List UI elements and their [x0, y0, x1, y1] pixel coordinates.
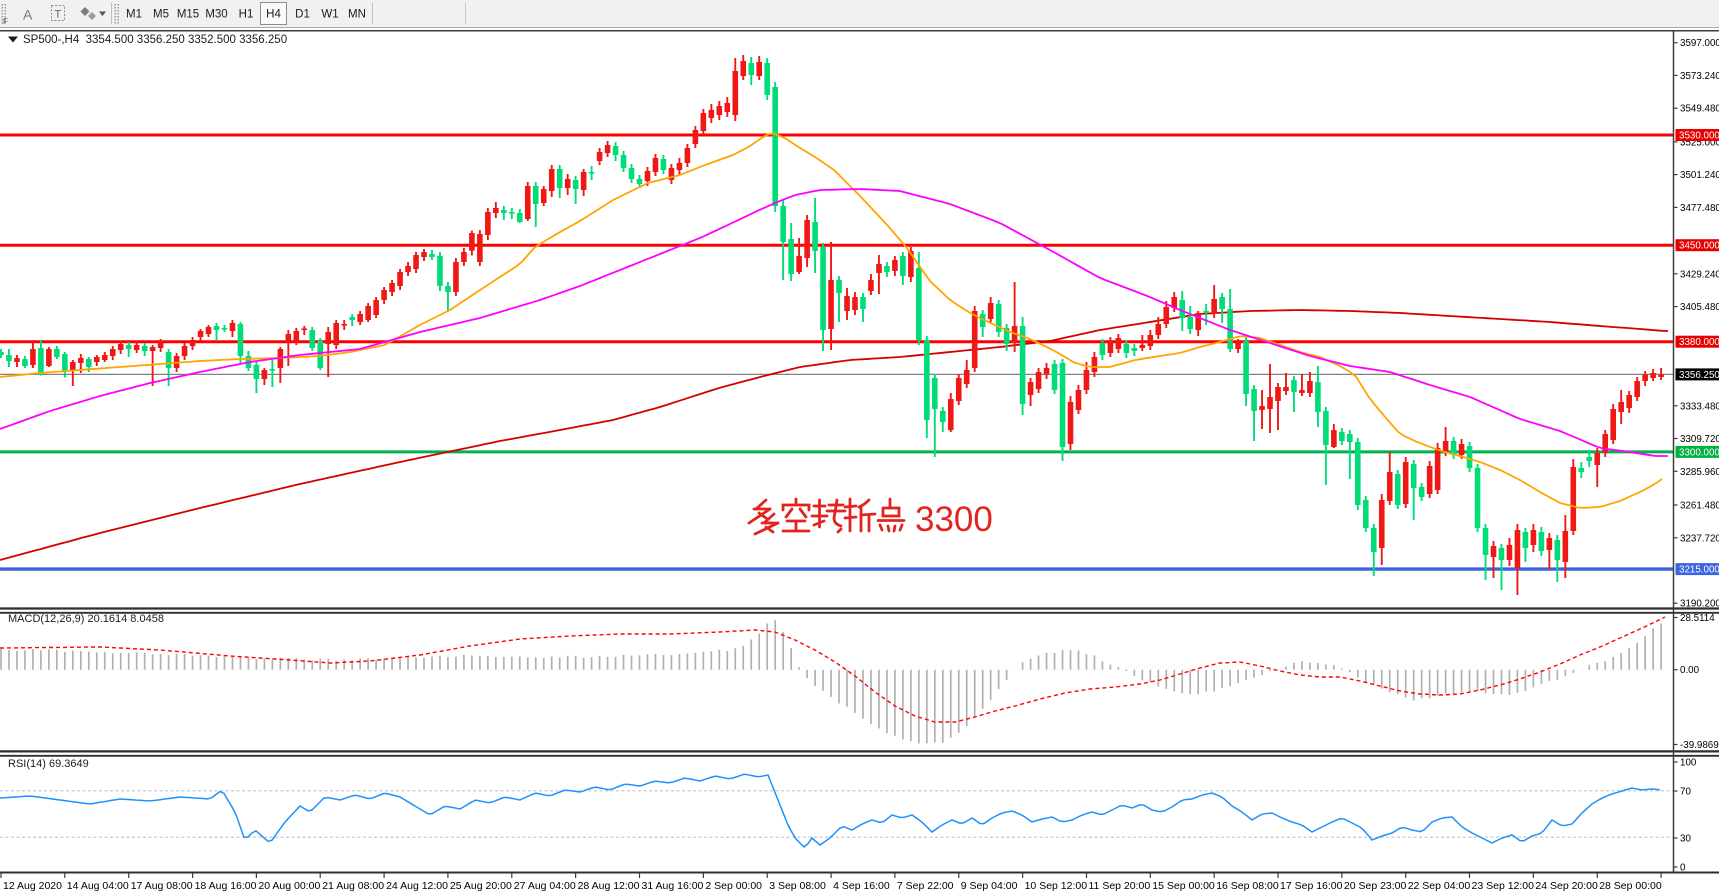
svg-text:3501.240: 3501.240 — [1680, 170, 1719, 181]
svg-text:0.00: 0.00 — [1680, 665, 1700, 676]
svg-text:3300.000: 3300.000 — [1679, 447, 1719, 458]
svg-text:3190.200: 3190.200 — [1680, 599, 1719, 610]
svg-text:18 Aug 16:00: 18 Aug 16:00 — [195, 880, 257, 892]
svg-text:15 Sep 00:00: 15 Sep 00:00 — [1152, 880, 1215, 892]
svg-text:H4: H4 — [266, 9, 281, 21]
svg-text:12 Aug 2020: 12 Aug 2020 — [3, 880, 62, 892]
svg-text:22 Sep 04:00: 22 Sep 04:00 — [1408, 880, 1471, 892]
svg-text:3300: 3300 — [915, 500, 993, 539]
svg-text:MN: MN — [348, 9, 366, 21]
svg-text:RSI(14) 69.3649: RSI(14) 69.3649 — [8, 758, 89, 770]
svg-text:MACD(12,26,9) 20.1614 8.0458: MACD(12,26,9) 20.1614 8.0458 — [8, 613, 164, 625]
svg-text:14 Aug 04:00: 14 Aug 04:00 — [67, 880, 129, 892]
svg-text:17 Aug 08:00: 17 Aug 08:00 — [131, 880, 193, 892]
svg-text:3573.240: 3573.240 — [1680, 71, 1719, 82]
svg-text:SP500-,H4 3354.500 3356.250 3: SP500-,H4 3354.500 3356.250 3352.500 335… — [23, 34, 287, 46]
svg-text:28 Aug 12:00: 28 Aug 12:00 — [578, 880, 640, 892]
svg-text:24 Sep 20:00: 24 Sep 20:00 — [1535, 880, 1598, 892]
svg-text:70: 70 — [1680, 787, 1691, 798]
svg-text:7 Sep 22:00: 7 Sep 22:00 — [897, 880, 954, 892]
svg-text:24 Aug 12:00: 24 Aug 12:00 — [386, 880, 448, 892]
svg-text:100: 100 — [1680, 758, 1697, 769]
svg-text:0: 0 — [1680, 863, 1686, 874]
svg-text:4 Sep 16:00: 4 Sep 16:00 — [833, 880, 890, 892]
svg-text:17 Sep 16:00: 17 Sep 16:00 — [1280, 880, 1343, 892]
svg-text:M30: M30 — [205, 9, 227, 21]
svg-text:28 Sep 00:00: 28 Sep 00:00 — [1599, 880, 1662, 892]
svg-text:3309.720: 3309.720 — [1680, 434, 1719, 445]
svg-text:3525.000: 3525.000 — [1680, 137, 1719, 148]
svg-text:23 Sep 12:00: 23 Sep 12:00 — [1472, 880, 1535, 892]
svg-text:30: 30 — [1680, 834, 1691, 845]
svg-text:3597.000: 3597.000 — [1680, 38, 1719, 49]
svg-text:27 Aug 04:00: 27 Aug 04:00 — [514, 880, 576, 892]
svg-text:21 Aug 08:00: 21 Aug 08:00 — [322, 880, 384, 892]
svg-text:3405.480: 3405.480 — [1680, 302, 1719, 313]
svg-text:28.5114: 28.5114 — [1680, 613, 1715, 624]
svg-text:25 Aug 20:00: 25 Aug 20:00 — [450, 880, 512, 892]
svg-text:3237.720: 3237.720 — [1680, 533, 1719, 544]
svg-text:F: F — [3, 17, 8, 26]
svg-text:3429.240: 3429.240 — [1680, 269, 1719, 280]
svg-text:3261.480: 3261.480 — [1680, 501, 1719, 512]
svg-text:M5: M5 — [153, 9, 169, 21]
svg-text:3380.000: 3380.000 — [1679, 337, 1719, 348]
svg-text:A: A — [23, 7, 33, 23]
svg-text:31 Aug 16:00: 31 Aug 16:00 — [642, 880, 704, 892]
svg-text:16 Sep 08:00: 16 Sep 08:00 — [1216, 880, 1279, 892]
svg-text:20 Sep 23:00: 20 Sep 23:00 — [1344, 880, 1407, 892]
svg-text:3549.480: 3549.480 — [1680, 104, 1719, 115]
svg-text:10 Sep 12:00: 10 Sep 12:00 — [1025, 880, 1088, 892]
svg-text:M15: M15 — [177, 9, 199, 21]
svg-text:3450.000: 3450.000 — [1679, 241, 1719, 252]
svg-text:3215.000: 3215.000 — [1679, 565, 1719, 576]
svg-text:M1: M1 — [126, 9, 142, 21]
svg-text:H1: H1 — [239, 9, 254, 21]
svg-text:D1: D1 — [295, 9, 310, 21]
svg-text:3333.480: 3333.480 — [1680, 401, 1719, 412]
svg-text:3 Sep 08:00: 3 Sep 08:00 — [769, 880, 826, 892]
svg-text:W1: W1 — [321, 9, 338, 21]
svg-text:11 Sep 20:00: 11 Sep 20:00 — [1089, 880, 1151, 892]
svg-text:20 Aug 00:00: 20 Aug 00:00 — [258, 880, 320, 892]
svg-text:T: T — [55, 9, 62, 21]
svg-text:9 Sep 04:00: 9 Sep 04:00 — [961, 880, 1018, 892]
svg-text:2 Sep 00:00: 2 Sep 00:00 — [705, 880, 762, 892]
svg-text:3285.960: 3285.960 — [1680, 467, 1719, 478]
svg-text:-39.9869: -39.9869 — [1680, 740, 1719, 751]
svg-text:3477.480: 3477.480 — [1680, 203, 1719, 214]
svg-text:3530.000: 3530.000 — [1679, 131, 1719, 142]
svg-text:3356.250: 3356.250 — [1679, 370, 1719, 381]
